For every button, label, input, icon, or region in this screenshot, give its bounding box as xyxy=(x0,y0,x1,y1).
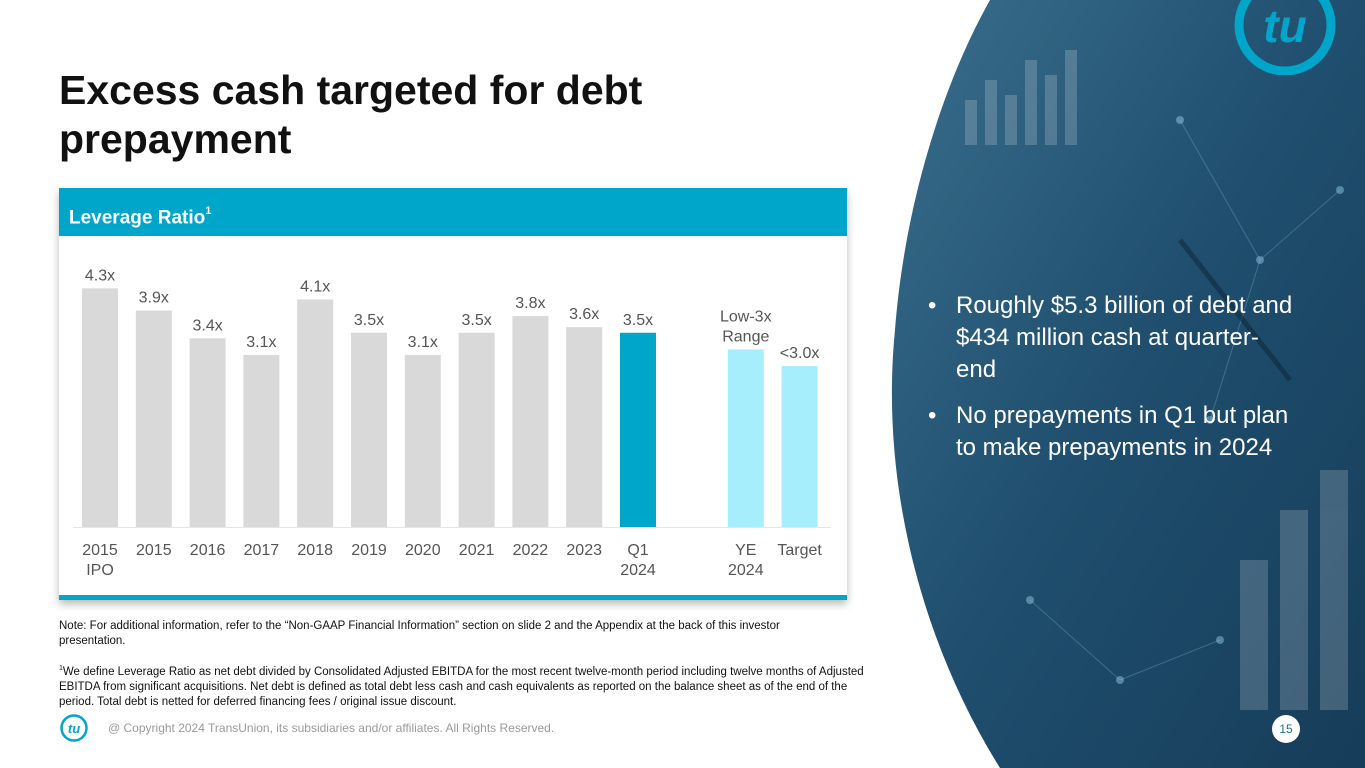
category-label-1-line-1: 2015 xyxy=(82,542,118,559)
data-label-12-line-2: Range xyxy=(722,328,769,345)
page-number: 15 xyxy=(1272,715,1300,743)
bar-4 xyxy=(243,354,280,527)
data-label-2: 3.9x xyxy=(139,290,169,307)
bar-1 xyxy=(82,288,118,527)
leverage-ratio-bar-chart: 4.3x 2015 IPO 3.9x 2015 3.4x 2016 3.1x 2017 4.1x 2… xyxy=(73,267,831,579)
bullet-prepayments: No prepayments in Q1 but plan to make pr… xyxy=(928,400,1298,464)
data-label-3: 3.4x xyxy=(192,317,222,334)
data-label-5: 4.1x xyxy=(300,278,330,295)
category-label-6: 2019 xyxy=(351,542,387,559)
data-label-9: 3.8x xyxy=(515,295,545,312)
bar-9 xyxy=(512,316,549,527)
bar-2 xyxy=(135,310,172,527)
bar-5 xyxy=(297,299,334,527)
note-text: Note: For additional information, refer … xyxy=(59,620,780,647)
data-label-10: 3.6x xyxy=(569,306,599,323)
category-label-11-line-2: 2024 xyxy=(620,562,656,579)
category-label-12-line-1: YE xyxy=(735,542,756,559)
bullet-debt-cash: Roughly $5.3 billion of debt and $434 mi… xyxy=(928,290,1298,386)
transunion-logo-icon: tu xyxy=(1234,0,1336,75)
chart-bottom-accent-bar xyxy=(59,595,847,600)
bullet-list: Roughly $5.3 billion of debt and $434 mi… xyxy=(928,290,1298,478)
category-label-13: Target xyxy=(777,542,822,559)
bar-11 xyxy=(620,332,656,527)
footnote: 1We define Leverage Ratio as net debt di… xyxy=(59,661,869,710)
data-label-8: 3.5x xyxy=(461,312,491,329)
footer-logo-icon: tu xyxy=(60,714,88,742)
data-label-12-line-1: Low-3x xyxy=(720,308,772,325)
data-label-11: 3.5x xyxy=(623,312,653,329)
category-label-9: 2022 xyxy=(513,542,549,559)
category-label-8: 2021 xyxy=(459,542,495,559)
copyright-text: @ Copyright 2024 TransUnion, its subsidi… xyxy=(108,721,555,735)
bar-6 xyxy=(351,332,387,527)
category-label-12-line-2: 2024 xyxy=(728,562,764,579)
category-label-11-line-1: Q1 xyxy=(627,542,648,559)
data-label-6: 3.5x xyxy=(354,312,384,329)
bar-3 xyxy=(189,338,226,527)
category-label-4: 2017 xyxy=(244,542,280,559)
data-label-7: 3.1x xyxy=(408,334,438,351)
bar-7 xyxy=(404,354,441,527)
category-label-5: 2018 xyxy=(297,542,333,559)
data-label-13: <3.0x xyxy=(780,345,820,362)
data-label-4: 3.1x xyxy=(246,334,276,351)
page-title: Excess cash targeted for debt prepayment xyxy=(59,67,643,162)
leverage-ratio-chart-card: Leverage Ratio1 4.3x 2015 IPO 3.9x 2015 3.4x 2… xyxy=(59,188,847,600)
category-label-3: 2016 xyxy=(190,542,226,559)
chart-header-title: Leverage Ratio xyxy=(69,207,206,229)
footer-logo-text: tu xyxy=(68,721,80,736)
category-label-7: 2020 xyxy=(405,542,441,559)
bar-13 xyxy=(781,366,818,527)
category-label-10: 2023 xyxy=(566,542,602,559)
data-label-1: 4.3x xyxy=(85,267,115,284)
bar-8 xyxy=(458,332,495,527)
logo-text: tu xyxy=(1263,0,1306,52)
bar-12 xyxy=(727,349,764,527)
category-label-1-line-2: IPO xyxy=(86,562,114,579)
chart-header-footnote-marker: 1 xyxy=(205,205,212,217)
category-label-2: 2015 xyxy=(136,542,172,559)
chart-header: Leverage Ratio1 xyxy=(59,188,847,236)
bar-10 xyxy=(566,327,603,527)
footnote-marker: 1 xyxy=(59,665,63,672)
footnote-text: We define Leverage Ratio as net debt div… xyxy=(59,665,864,708)
